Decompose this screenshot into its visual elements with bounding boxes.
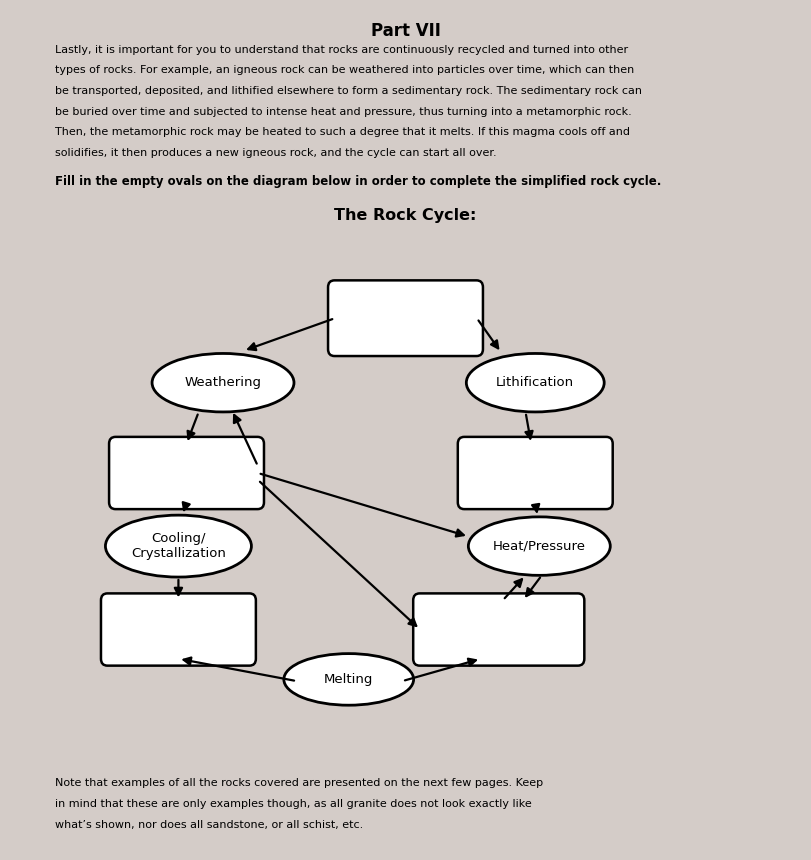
Ellipse shape — [105, 515, 251, 577]
Ellipse shape — [469, 517, 611, 575]
Ellipse shape — [152, 353, 294, 412]
Text: Lithification: Lithification — [496, 376, 574, 390]
FancyBboxPatch shape — [101, 593, 256, 666]
Text: Note that examples of all the rocks covered are presented on the next few pages.: Note that examples of all the rocks cove… — [55, 778, 543, 789]
Text: in mind that these are only examples though, as all granite does not look exactl: in mind that these are only examples tho… — [55, 799, 532, 809]
Text: Then, the metamorphic rock may be heated to such a degree that it melts. If this: Then, the metamorphic rock may be heated… — [55, 127, 630, 138]
Text: be buried over time and subjected to intense heat and pressure, thus turning int: be buried over time and subjected to int… — [55, 107, 632, 117]
Text: Weathering: Weathering — [185, 376, 261, 390]
Ellipse shape — [284, 654, 414, 705]
Text: Heat/Pressure: Heat/Pressure — [493, 539, 586, 553]
Text: solidifies, it then produces a new igneous rock, and the cycle can start all ove: solidifies, it then produces a new igneo… — [55, 148, 497, 158]
Text: be transported, deposited, and lithified elsewhere to form a sedimentary rock. T: be transported, deposited, and lithified… — [55, 86, 642, 96]
Text: types of rocks. For example, an igneous rock can be weathered into particles ove: types of rocks. For example, an igneous … — [55, 65, 634, 76]
Text: Lastly, it is important for you to understand that rocks are continuously recycl: Lastly, it is important for you to under… — [55, 45, 629, 55]
Text: Cooling/
Crystallization: Cooling/ Crystallization — [131, 532, 225, 560]
Text: Part VII: Part VII — [371, 22, 440, 40]
Text: The Rock Cycle:: The Rock Cycle: — [334, 208, 477, 223]
Text: Fill in the empty ovals on the diagram below in order to complete the simplified: Fill in the empty ovals on the diagram b… — [55, 175, 662, 188]
Ellipse shape — [466, 353, 604, 412]
FancyBboxPatch shape — [328, 280, 483, 356]
FancyBboxPatch shape — [109, 437, 264, 509]
FancyBboxPatch shape — [413, 593, 584, 666]
FancyBboxPatch shape — [457, 437, 613, 509]
Text: Melting: Melting — [324, 673, 373, 686]
Text: what’s shown, nor does all sandstone, or all schist, etc.: what’s shown, nor does all sandstone, or… — [55, 820, 363, 830]
